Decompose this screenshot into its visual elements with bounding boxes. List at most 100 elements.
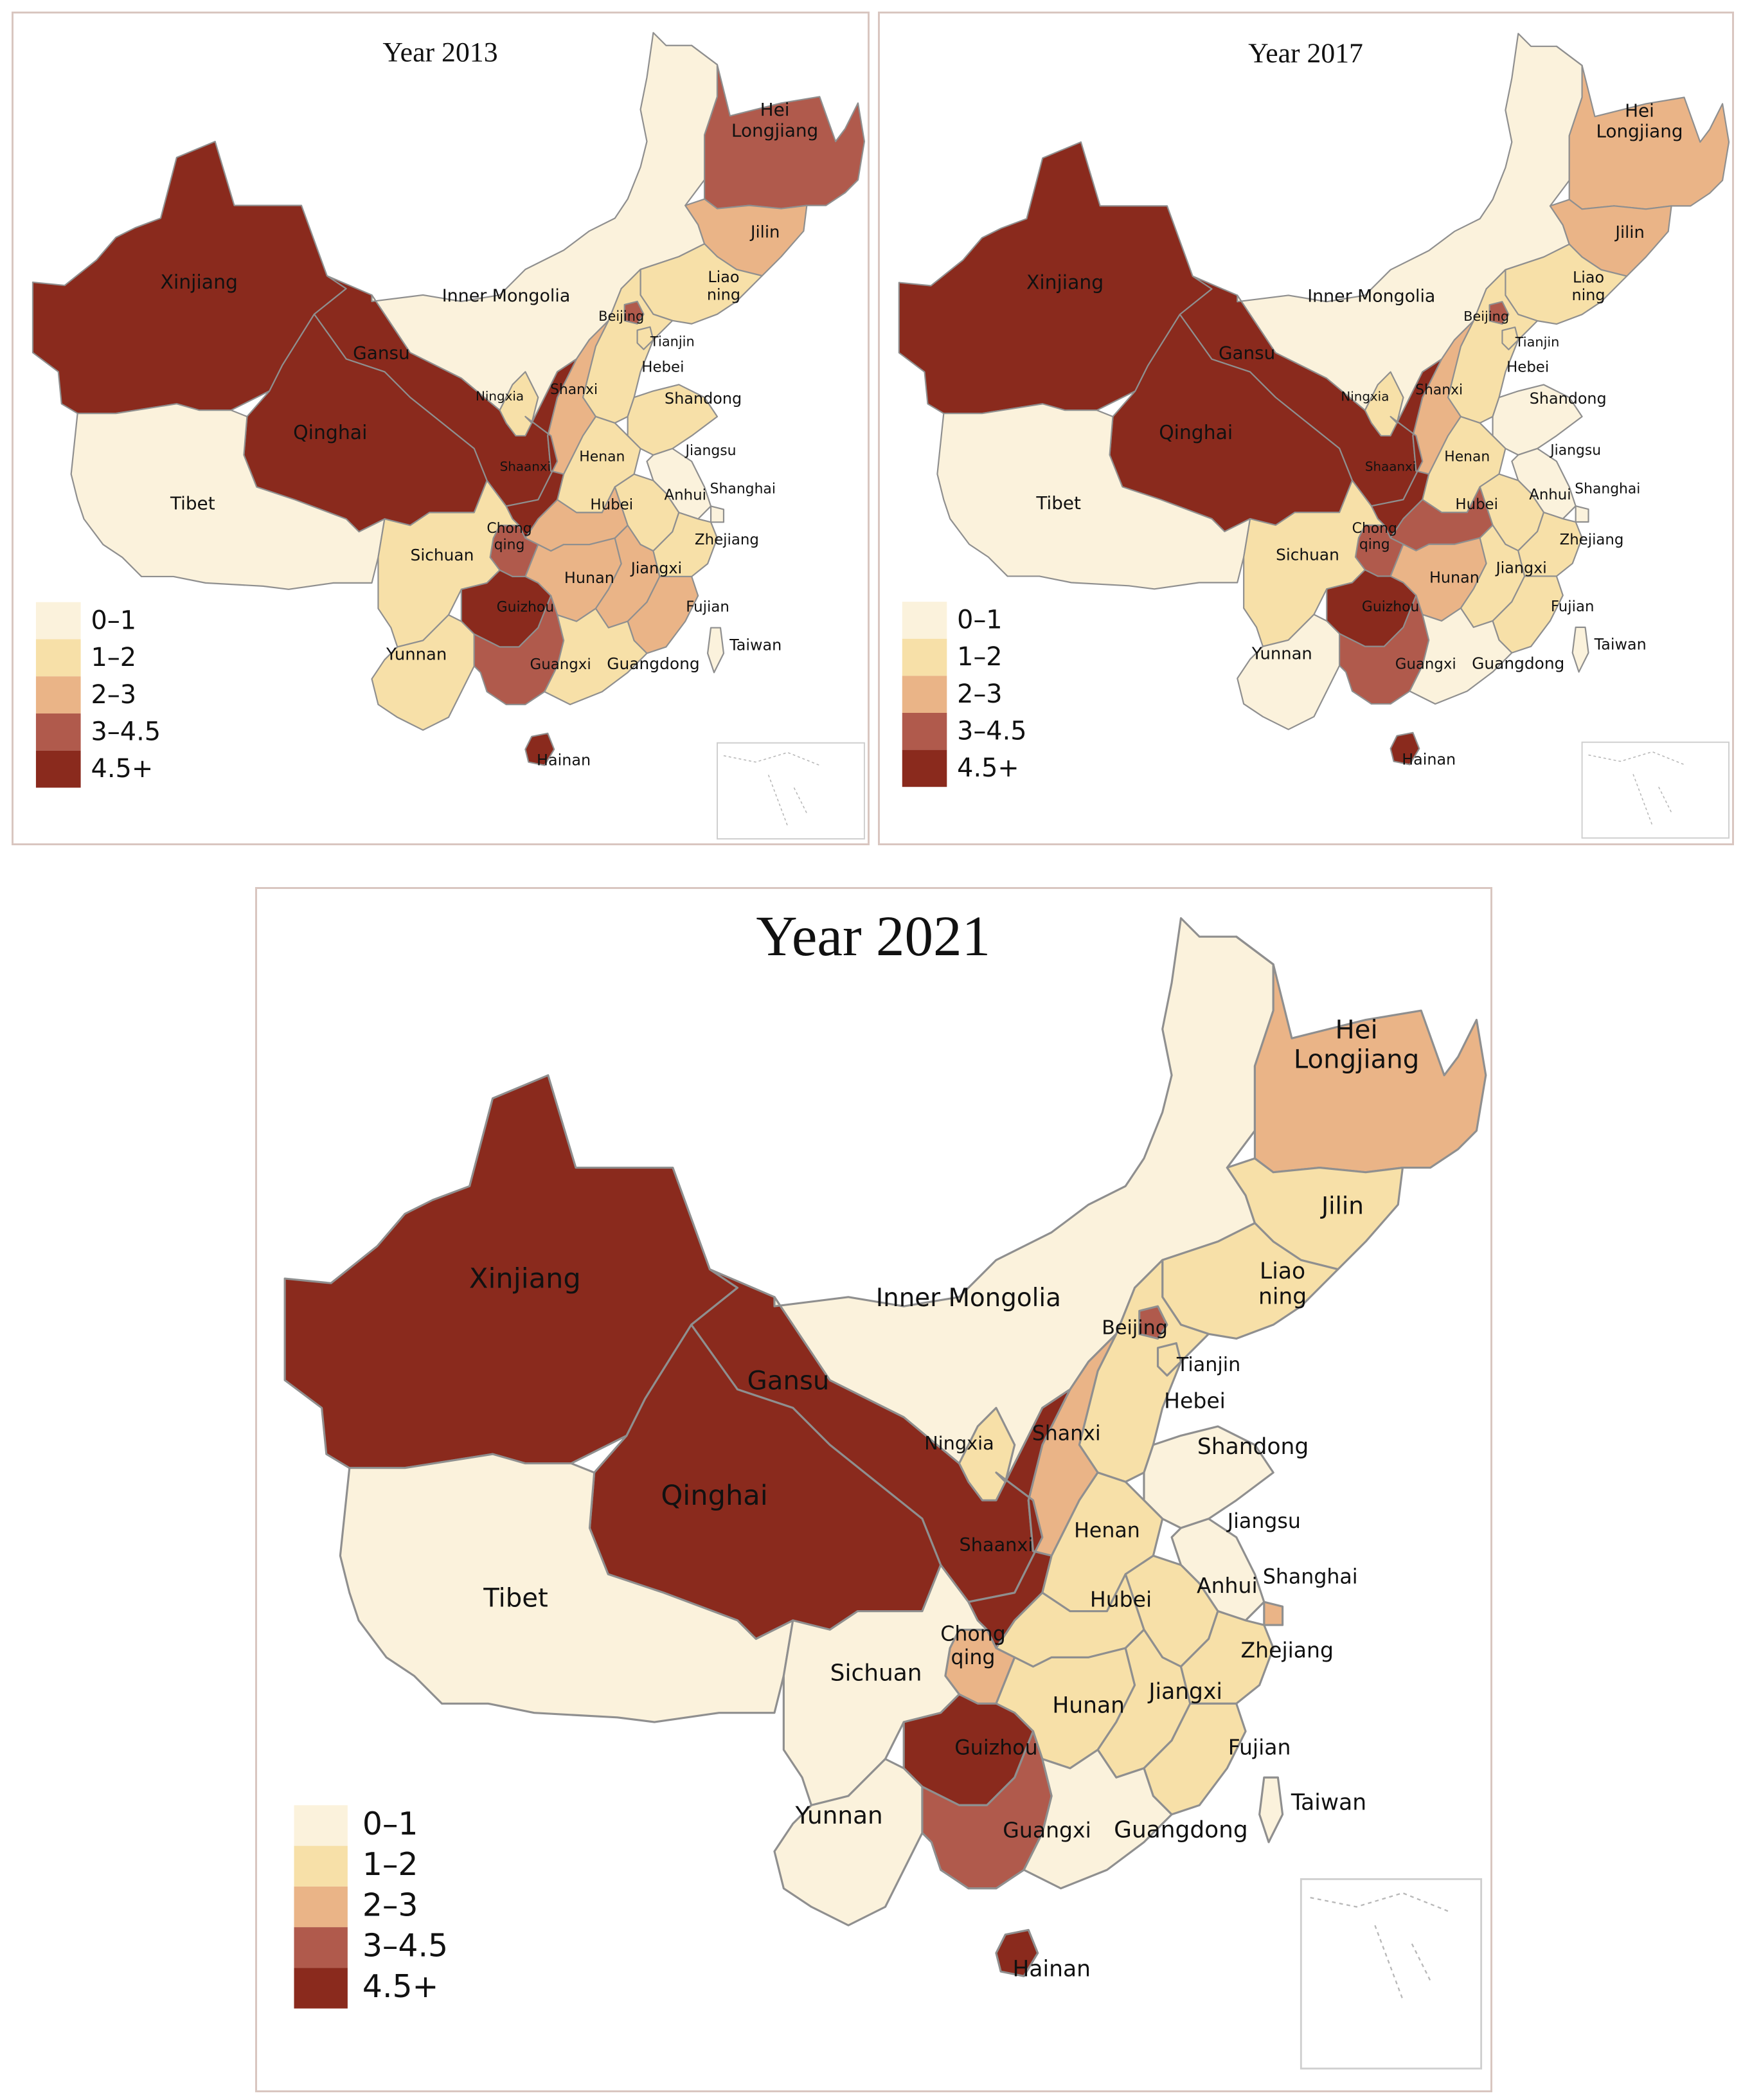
province-label-hunan-2013: Hunan [564, 569, 614, 587]
province-sichuan-2021 [782, 1564, 988, 1806]
legend-label-3-2021: 3–4.5 [362, 1928, 448, 1964]
legend-label-2-2013: 2–3 [91, 680, 137, 710]
province-label-hainan-2017: Hainan [1402, 750, 1456, 768]
province-yunnan-2021 [773, 1757, 924, 1926]
province-beijing-2017 [1488, 301, 1510, 325]
province-label-yunnan-2013: Yunnan [386, 645, 447, 664]
province-label-fujian-2021: Fujian [1228, 1734, 1291, 1759]
province-tianjin-2021 [1156, 1342, 1183, 1377]
province-shanghai-2021 [1263, 1601, 1284, 1626]
province-label-hei-longjiang-2013: Hei Longjiang [731, 99, 818, 141]
province-guangdong-2017 [1409, 607, 1513, 705]
legend-label-2-2017: 2–3 [957, 679, 1002, 709]
legend-swatch-1-2021 [294, 1845, 348, 1887]
map-svg-2021: Year 2021 Xinjiang Tibet Qinghai Gansu Inner … [283, 905, 1487, 2070]
legend-2013: 0–1 1–2 2–3 3–4.5 4.5+ [35, 602, 161, 788]
province-label-inner-mongolia-2017: Inner Mongolia [1307, 286, 1435, 306]
province-label-taiwan-2013: Taiwan [729, 636, 782, 654]
province-label-qinghai-2017: Qinghai [1159, 422, 1233, 444]
province-tibet-2021 [339, 1453, 794, 1723]
province-label-henan-2013: Henan [579, 449, 625, 465]
label-layer-2017: Xinjiang Tibet Qinghai Gansu Inner Mongolia H… [1026, 100, 1683, 768]
province-label-gansu-2021: Gansu [747, 1367, 830, 1396]
province-label-guangdong-2017: Guangdong [1472, 654, 1564, 672]
province-label-hunan-2017: Hunan [1429, 568, 1479, 586]
province-label-chong-qing-2021: Chong qing [940, 1623, 1006, 1669]
legend-label-3-2017: 3–4.5 [957, 716, 1026, 746]
province-label-hubei-2021: Hubei [1090, 1586, 1152, 1611]
province-label-beijing-2017: Beijing [1463, 309, 1509, 324]
map-title-2013: Year 2013 [382, 37, 497, 68]
province-label-guangxi-2017: Guangxi [1395, 656, 1456, 672]
legend-label-0-2021: 0–1 [362, 1806, 418, 1842]
province-label-yunnan-2017: Yunnan [1251, 645, 1312, 664]
province-label-hainan-2013: Hainan [537, 751, 591, 769]
province-label-liao-ning-2017: Liao ning [1572, 269, 1605, 304]
province-label-jiangxi-2017: Jiangxi [1495, 559, 1547, 577]
province-label-shaanxi-2021: Shaanxi [960, 1534, 1033, 1556]
province-label-shandong-2017: Shandong [1530, 390, 1607, 408]
province-label-inner-mongolia-2021: Inner Mongolia [876, 1284, 1061, 1313]
province-label-fujian-2013: Fujian [686, 599, 729, 616]
legend-label-0-2013: 0–1 [91, 606, 137, 635]
province-label-xinjiang-2017: Xinjiang [1026, 271, 1104, 294]
province-tianjin-2013 [636, 326, 654, 350]
legend-label-4-2017: 4.5+ [957, 753, 1019, 783]
province-label-shanghai-2021: Shanghai [1263, 1565, 1358, 1588]
province-sichuan-2017 [1243, 480, 1385, 647]
province-layer-2013 [31, 31, 866, 766]
province-hainan-2021 [995, 1928, 1039, 1977]
province-label-anhui-2013: Anhui [664, 487, 706, 503]
legend-swatch-4-2017 [902, 749, 947, 787]
province-label-zhejiang-2013: Zhejiang [695, 532, 759, 548]
province-label-hei-longjiang-2017: Hei Longjiang [1596, 100, 1683, 141]
province-jilin-2017 [1549, 199, 1672, 277]
province-label-hunan-2021: Hunan [1052, 1693, 1125, 1719]
legend-label-1-2017: 1–2 [957, 642, 1002, 672]
province-label-henan-2017: Henan [1444, 449, 1490, 465]
map-svg-2013: Year 2013 Xinjiang Tibet Qinghai Gansu Inner … [31, 31, 866, 840]
province-label-chong-qing-2013: Chong qing [487, 521, 532, 553]
province-label-liao-ning-2021: Liao ning [1258, 1259, 1307, 1310]
province-label-qinghai-2013: Qinghai [293, 422, 367, 444]
map-panel-2017: Year 2017 Xinjiang Tibet Qinghai Gansu Inner … [878, 12, 1734, 845]
province-label-sichuan-2013: Sichuan [411, 546, 474, 564]
province-sichuan-2013 [377, 480, 520, 648]
province-label-chong-qing-2017: Chong qing [1352, 521, 1397, 553]
legend-swatch-0-2013 [35, 602, 81, 640]
legend-label-0-2017: 0–1 [957, 606, 1002, 635]
province-label-jilin-2017: Jilin [1614, 223, 1645, 242]
inset-islands-2013 [723, 751, 820, 827]
province-label-gansu-2013: Gansu [353, 343, 410, 364]
province-label-qinghai-2021: Qinghai [661, 1480, 767, 1512]
province-label-shanghai-2013: Shanghai [710, 481, 776, 498]
province-label-jilin-2013: Jilin [749, 222, 780, 242]
province-label-hebei-2017: Hebei [1506, 359, 1549, 376]
legend-label-4-2013: 4.5+ [91, 754, 154, 784]
legend-2017: 0–1 1–2 2–3 3–4.5 4.5+ [902, 602, 1026, 787]
province-label-inner-mongolia-2013: Inner Mongolia [442, 286, 571, 306]
province-taiwan-2013 [706, 627, 725, 674]
province-label-jiangsu-2017: Jiangsu [1549, 443, 1601, 459]
province-fujian-2021 [1143, 1702, 1247, 1816]
province-label-beijing-2013: Beijing [598, 309, 644, 324]
province-label-liao-ning-2013: Liao ning [707, 268, 740, 303]
province-hei-longjiang-2017 [1555, 45, 1730, 210]
legend-swatch-2-2017 [902, 676, 947, 713]
province-label-jiangsu-2013: Jiangsu [684, 443, 737, 459]
south-sea-inset-2021 [1300, 1878, 1483, 2070]
inset-frame-2021 [1300, 1878, 1483, 2070]
province-label-jiangxi-2013: Jiangxi [630, 559, 682, 577]
province-label-guangdong-2013: Guangdong [607, 654, 699, 673]
province-label-guangxi-2013: Guangxi [530, 656, 591, 673]
province-label-shanxi-2013: Shanxi [550, 382, 598, 398]
province-label-taiwan-2017: Taiwan [1594, 636, 1647, 654]
province-label-xinjiang-2021: Xinjiang [469, 1262, 581, 1295]
label-layer-2021: Xinjiang Tibet Qinghai Gansu Inner Mongolia H… [469, 1015, 1419, 1982]
province-label-shandong-2021: Shandong [1197, 1434, 1309, 1460]
province-fujian-2013 [627, 575, 699, 654]
province-label-shaanxi-2013: Shaanxi [500, 460, 551, 474]
province-label-hubei-2013: Hubei [590, 496, 633, 513]
legend-swatch-1-2013 [35, 639, 81, 677]
south-sea-inset-2013 [717, 742, 865, 840]
